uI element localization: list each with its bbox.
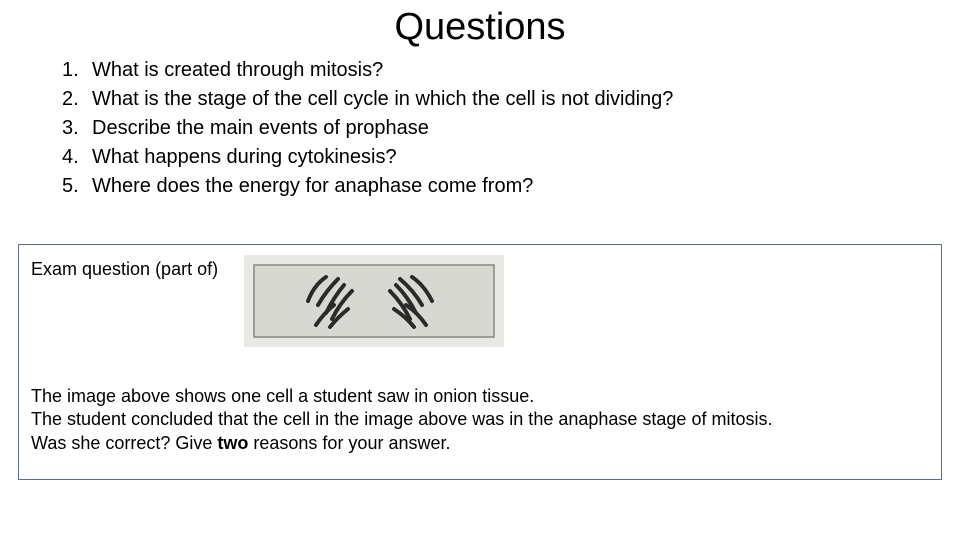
exam-header-row: Exam question (part of) (31, 255, 929, 347)
list-item: 1. What is created through mitosis? (62, 57, 920, 84)
anaphase-cell-figure (244, 255, 504, 347)
question-number: 4. (62, 144, 92, 171)
list-item: 2. What is the stage of the cell cycle i… (62, 86, 920, 113)
exam-label: Exam question (part of) (31, 255, 218, 280)
exam-text-fragment: reasons for your answer. (248, 433, 450, 453)
page-title: Questions (0, 0, 960, 57)
exam-text: The image above shows one cell a student… (31, 385, 929, 455)
exam-question-box: Exam question (part of) (18, 244, 942, 480)
exam-text-bold: two (217, 433, 248, 453)
question-text: What is created through mitosis? (92, 57, 383, 84)
exam-line: Was she correct? Give two reasons for yo… (31, 432, 929, 455)
question-text: Where does the energy for anaphase come … (92, 173, 533, 200)
exam-line: The image above shows one cell a student… (31, 385, 929, 408)
question-number: 2. (62, 86, 92, 113)
question-text: What happens during cytokinesis? (92, 144, 397, 171)
questions-list: 1. What is created through mitosis? 2. W… (0, 57, 960, 200)
question-number: 3. (62, 115, 92, 142)
list-item: 4. What happens during cytokinesis? (62, 144, 920, 171)
question-number: 1. (62, 57, 92, 84)
list-item: 5. Where does the energy for anaphase co… (62, 173, 920, 200)
exam-text-fragment: Was she correct? Give (31, 433, 217, 453)
question-text: What is the stage of the cell cycle in w… (92, 86, 673, 113)
list-item: 3. Describe the main events of prophase (62, 115, 920, 142)
exam-line: The student concluded that the cell in t… (31, 408, 929, 431)
question-text: Describe the main events of prophase (92, 115, 429, 142)
question-number: 5. (62, 173, 92, 200)
